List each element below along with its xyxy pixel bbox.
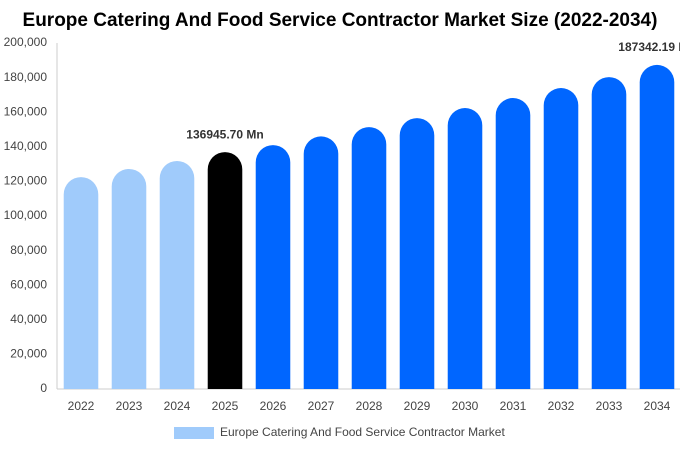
bar	[447, 108, 483, 390]
y-tick-label: 180,000	[4, 70, 48, 84]
x-tick-label: 2022	[68, 399, 95, 413]
x-tick-label: 2028	[356, 399, 383, 413]
bar	[351, 127, 387, 389]
bar	[303, 136, 339, 389]
value-label: 136945.70 Mn	[186, 127, 263, 141]
legend-label: Europe Catering And Food Service Contrac…	[220, 425, 505, 439]
y-tick-label: 120,000	[4, 174, 48, 188]
y-tick-label: 40,000	[10, 312, 47, 326]
y-tick-label: 20,000	[10, 347, 47, 361]
x-tick-label: 2033	[596, 399, 623, 413]
x-tick-label: 2031	[500, 399, 527, 413]
bar	[255, 145, 291, 389]
bar	[639, 64, 675, 389]
legend-swatch	[174, 427, 214, 439]
y-tick-label: 0	[40, 381, 47, 395]
bar	[495, 98, 531, 390]
chart-title: Europe Catering And Food Service Contrac…	[23, 10, 658, 31]
x-tick-label: 2030	[452, 399, 479, 413]
bar	[111, 168, 147, 389]
bar	[543, 88, 579, 389]
y-tick-label: 200,000	[4, 35, 48, 49]
bar	[207, 152, 243, 389]
x-tick-label: 2025	[212, 399, 239, 413]
y-tick-label: 60,000	[10, 277, 47, 291]
bar	[591, 77, 627, 390]
x-tick-label: 2029	[404, 399, 431, 413]
bar	[399, 118, 435, 389]
x-tick-label: 2026	[260, 399, 287, 413]
x-tick-label: 2023	[116, 399, 143, 413]
x-tick-label: 2032	[548, 399, 575, 413]
bar	[63, 177, 99, 389]
y-tick-label: 140,000	[4, 139, 48, 153]
bar	[159, 160, 195, 389]
x-tick-label: 2034	[644, 399, 671, 413]
value-label: 187342.19 Mn	[618, 40, 680, 54]
x-tick-label: 2024	[164, 399, 191, 413]
x-tick-label: 2027	[308, 399, 335, 413]
y-tick-label: 100,000	[4, 208, 48, 222]
y-tick-label: 80,000	[10, 243, 47, 257]
y-tick-label: 160,000	[4, 104, 48, 118]
